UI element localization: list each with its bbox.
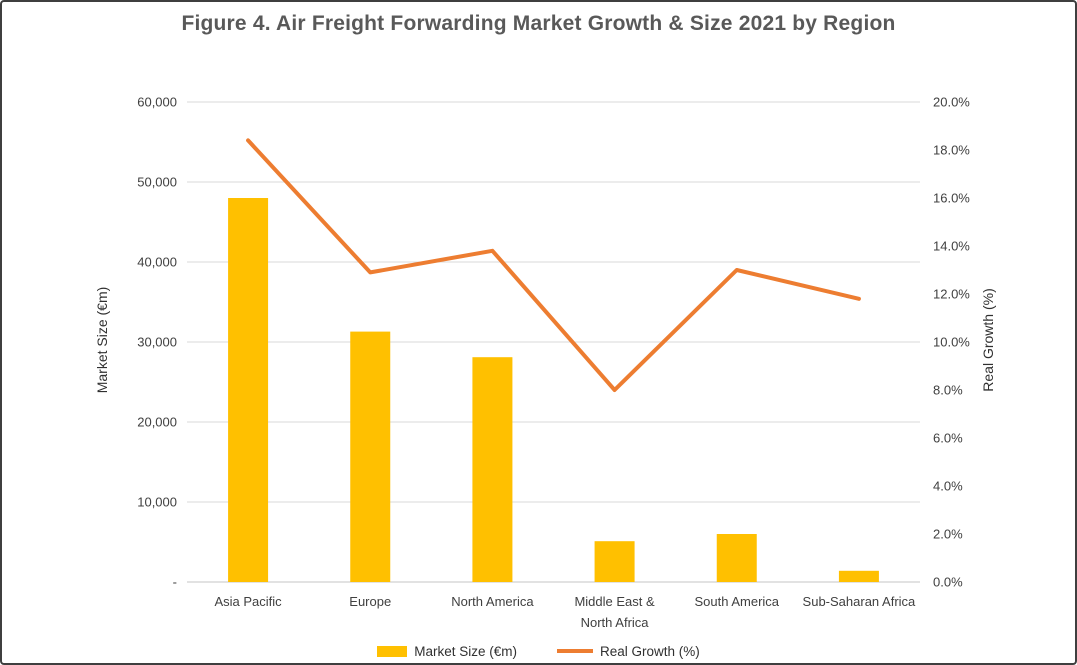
x-axis-category-label: North America xyxy=(451,594,534,609)
right-axis-tick-label: 4.0% xyxy=(933,479,963,494)
legend-entry-market-size: Market Size (€m) xyxy=(377,644,517,659)
right-axis-tick-label: 20.0% xyxy=(933,95,970,110)
x-axis-category-label: Middle East & North Africa xyxy=(574,594,655,630)
real-growth-line xyxy=(246,138,861,392)
market-size-bar xyxy=(228,198,269,582)
legend-entry-real-growth: Real Growth (%) xyxy=(557,644,700,659)
left-axis-tick-label: 40,000 xyxy=(137,255,177,270)
left-axis-tick-label: - xyxy=(173,575,177,590)
chart-title: Figure 4. Air Freight Forwarding Market … xyxy=(181,12,896,35)
market-size-bar xyxy=(716,534,757,582)
x-axis-category-label: Asia Pacific xyxy=(214,594,282,609)
right-axis-tick-label: 12.0% xyxy=(933,287,970,302)
left-axis-tick-label: 60,000 xyxy=(137,95,177,110)
right-axis-tick-label: 6.0% xyxy=(933,431,963,446)
right-axis-tick-label: 16.0% xyxy=(933,191,970,206)
real-growth-swatch-icon xyxy=(557,649,593,653)
market-size-bar xyxy=(350,331,391,582)
market-size-swatch-icon xyxy=(377,645,408,657)
market-size-bar xyxy=(838,570,879,582)
x-axis-category-label: Europe xyxy=(349,594,391,609)
market-size-bar xyxy=(472,357,513,582)
right-axis-tick-label: 18.0% xyxy=(933,143,970,158)
x-axis-category-label: South America xyxy=(694,594,779,609)
chart-legend: Market Size (€m) Real Growth (%) xyxy=(2,639,1075,663)
left-axis-tick-label: 20,000 xyxy=(137,415,177,430)
right-axis-tick-label: 0.0% xyxy=(933,575,963,590)
right-axis-tick-label: 8.0% xyxy=(933,383,963,398)
right-axis-tick-label: 14.0% xyxy=(933,239,970,254)
legend-label-real-growth: Real Growth (%) xyxy=(600,643,700,659)
left-axis-tick-label: 10,000 xyxy=(137,495,177,510)
x-axis-category-label: Sub-Saharan Africa xyxy=(803,594,917,609)
legend-label-market-size: Market Size (€m) xyxy=(414,643,517,659)
left-axis-tick-label: 30,000 xyxy=(137,335,177,350)
left-axis-tick-label: 50,000 xyxy=(137,175,177,190)
right-axis-tick-label: 2.0% xyxy=(933,527,963,542)
right-axis-tick-label: 10.0% xyxy=(933,335,970,350)
market-size-bar xyxy=(594,541,635,582)
